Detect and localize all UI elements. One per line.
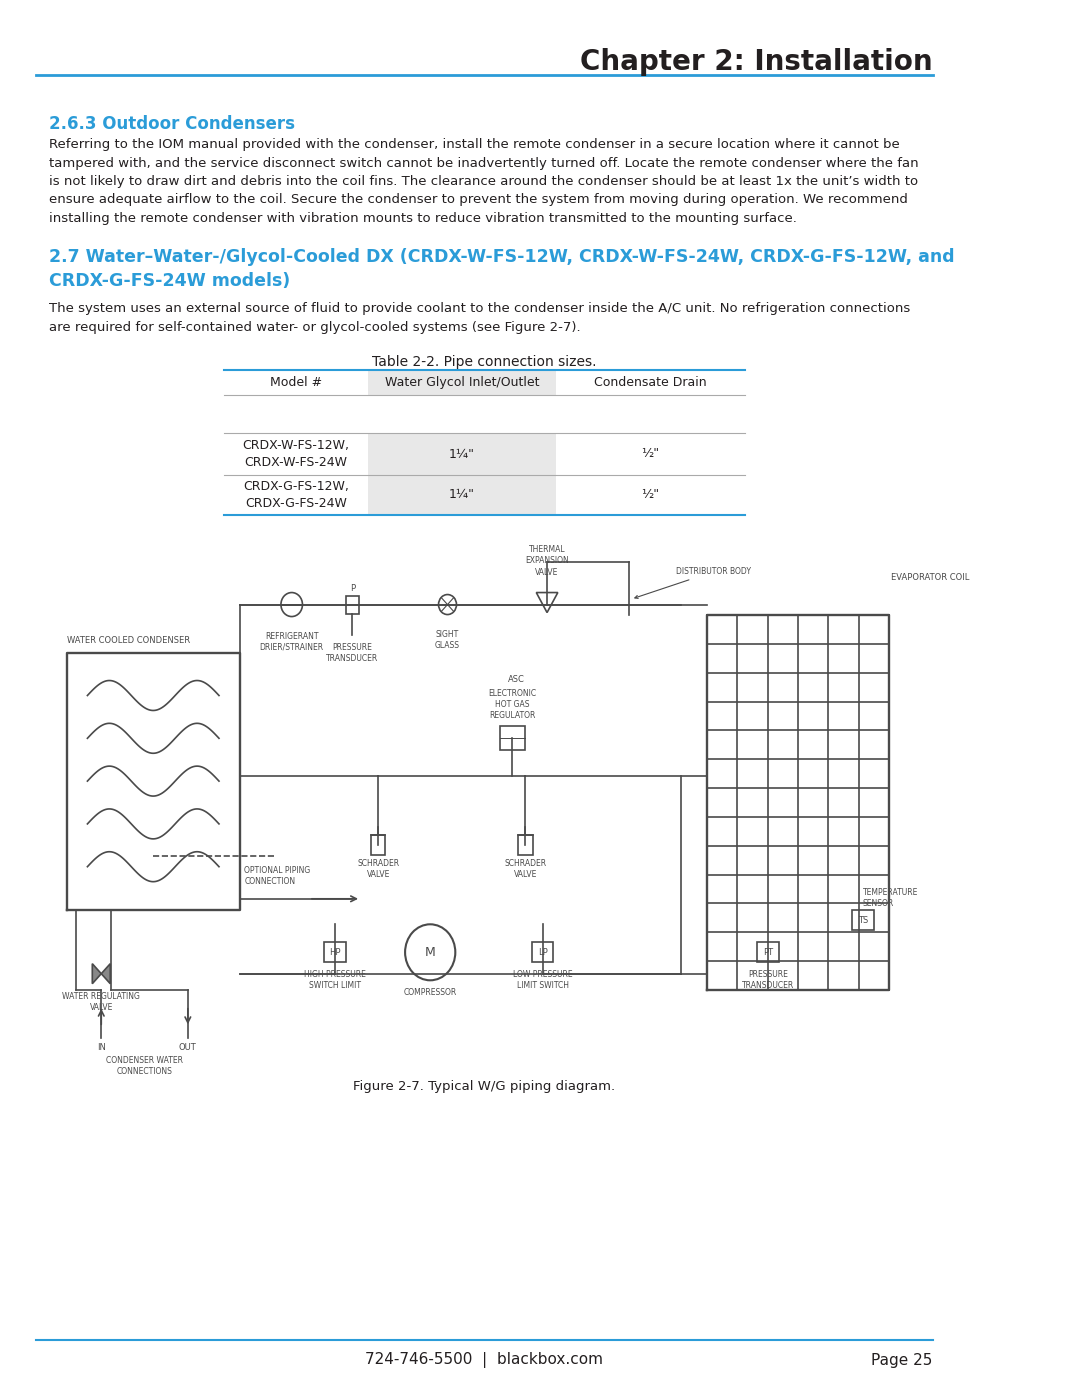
- Bar: [500, 726, 525, 750]
- Text: Chapter 2: Installation: Chapter 2: Installation: [580, 47, 933, 75]
- Bar: [368, 433, 556, 475]
- Text: PRESSURE
TRANSDUCER: PRESSURE TRANSDUCER: [326, 643, 378, 662]
- Text: HP: HP: [329, 947, 340, 957]
- Text: 1¼": 1¼": [449, 447, 475, 461]
- Text: DISTRIBUTOR BODY: DISTRIBUTOR BODY: [635, 567, 751, 598]
- Polygon shape: [102, 964, 110, 983]
- Bar: [532, 943, 553, 963]
- Text: WATER COOLED CONDENSER: WATER COOLED CONDENSER: [67, 636, 190, 644]
- Bar: [757, 943, 779, 963]
- Text: WATER REGULATING
VALVE: WATER REGULATING VALVE: [63, 992, 140, 1011]
- Text: TS: TS: [858, 915, 868, 925]
- Bar: [368, 370, 556, 395]
- Text: OPTIONAL PIPING
CONNECTION: OPTIONAL PIPING CONNECTION: [244, 866, 311, 886]
- Text: M: M: [424, 946, 435, 958]
- Text: PRESSURE
TRANSDUCER: PRESSURE TRANSDUCER: [742, 971, 794, 990]
- Text: 2.7 Water–Water-/Glycol-Cooled DX (CRDX-W-FS-12W, CRDX-W-FS-24W, CRDX-G-FS-12W, : 2.7 Water–Water-/Glycol-Cooled DX (CRDX-…: [50, 249, 955, 289]
- Text: Condensate Drain: Condensate Drain: [594, 376, 706, 388]
- Text: Model #: Model #: [270, 376, 322, 388]
- Text: Referring to the IOM manual provided with the condenser, install the remote cond: Referring to the IOM manual provided wit…: [50, 138, 919, 225]
- Text: ½": ½": [642, 489, 660, 502]
- Text: 2.6.3 Outdoor Condensers: 2.6.3 Outdoor Condensers: [50, 115, 295, 133]
- Bar: [518, 835, 532, 855]
- Text: SCHRADER
VALVE: SCHRADER VALVE: [357, 859, 400, 879]
- Bar: [324, 943, 346, 963]
- Text: CONDENSER WATER
CONNECTIONS: CONDENSER WATER CONNECTIONS: [106, 1056, 183, 1076]
- Text: LOW PRESSURE
LIMIT SWITCH: LOW PRESSURE LIMIT SWITCH: [513, 971, 572, 990]
- Text: P: P: [350, 584, 355, 592]
- Bar: [852, 911, 874, 930]
- Text: ½": ½": [642, 447, 660, 461]
- Text: THERMAL
EXPANSION
VALVE: THERMAL EXPANSION VALVE: [525, 545, 569, 577]
- Text: ASC: ASC: [509, 675, 525, 685]
- Text: Water Glycol Inlet/Outlet: Water Glycol Inlet/Outlet: [384, 376, 539, 388]
- Text: EVAPORATOR COIL: EVAPORATOR COIL: [891, 573, 969, 583]
- Polygon shape: [92, 964, 102, 983]
- Text: COMPRESSOR: COMPRESSOR: [404, 988, 457, 997]
- Text: HIGH PRESSURE
SWITCH LIMIT: HIGH PRESSURE SWITCH LIMIT: [305, 971, 366, 990]
- Text: SCHRADER
VALVE: SCHRADER VALVE: [504, 859, 546, 879]
- Text: The system uses an external source of fluid to provide coolant to the condenser : The system uses an external source of fl…: [50, 302, 910, 334]
- Text: ELECTRONIC
HOT GAS
REGULATOR: ELECTRONIC HOT GAS REGULATOR: [488, 689, 537, 721]
- Text: IN: IN: [97, 1044, 106, 1052]
- Text: REFRIGERANT
DRIER/STRAINER: REFRIGERANT DRIER/STRAINER: [259, 631, 324, 651]
- Text: Figure 2-7. Typical W/G piping diagram.: Figure 2-7. Typical W/G piping diagram.: [353, 1080, 616, 1092]
- Text: 1¼": 1¼": [449, 489, 475, 502]
- Bar: [372, 835, 386, 855]
- Text: LP: LP: [538, 947, 548, 957]
- Text: Table 2-2. Pipe connection sizes.: Table 2-2. Pipe connection sizes.: [373, 355, 596, 369]
- Bar: [368, 475, 556, 515]
- Bar: [346, 595, 359, 613]
- Text: CRDX-W-FS-12W,
CRDX-W-FS-24W: CRDX-W-FS-12W, CRDX-W-FS-24W: [243, 439, 350, 469]
- Text: SIGHT
GLASS: SIGHT GLASS: [435, 630, 460, 650]
- Text: TEMPERATURE
SENSOR: TEMPERATURE SENSOR: [863, 888, 918, 908]
- Text: PT: PT: [762, 947, 773, 957]
- Text: Page 25: Page 25: [872, 1352, 933, 1368]
- Text: 724-746-5500  |  blackbox.com: 724-746-5500 | blackbox.com: [365, 1352, 604, 1368]
- Text: OUT: OUT: [179, 1044, 197, 1052]
- Text: CRDX-G-FS-12W,
CRDX-G-FS-24W: CRDX-G-FS-12W, CRDX-G-FS-24W: [243, 481, 349, 510]
